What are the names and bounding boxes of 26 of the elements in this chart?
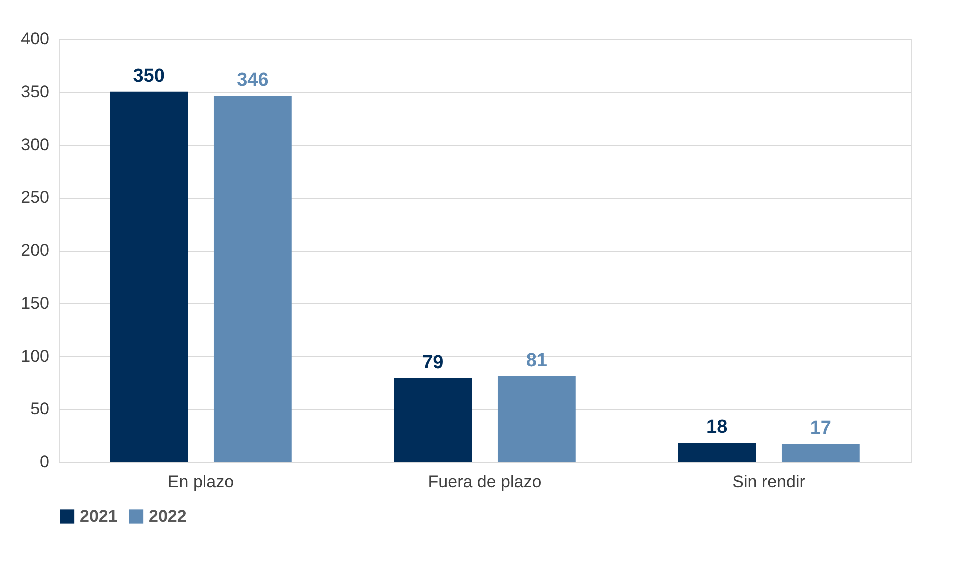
y-tick-label: 400: [21, 30, 50, 48]
y-tick-label: 0: [40, 452, 50, 472]
y-tick-label: 350: [21, 82, 50, 102]
data-label: 81: [526, 350, 548, 372]
legend-label: 2021: [80, 506, 118, 526]
y-tick-label: 200: [21, 241, 50, 260]
data-label: 79: [422, 352, 444, 374]
bar: [110, 92, 188, 462]
y-tick-label: 100: [21, 346, 50, 366]
data-label: 350: [133, 66, 165, 87]
y-tick-label: 50: [30, 400, 50, 419]
bar: [782, 444, 860, 462]
bar: [498, 376, 576, 462]
y-tick-label: 150: [21, 294, 50, 313]
bar: [678, 442, 756, 462]
y-tick-label: 300: [21, 135, 50, 154]
legend-label: 2022: [149, 506, 187, 526]
bar: [394, 378, 472, 462]
data-label: 17: [810, 418, 832, 440]
x-tick-label: En plazo: [168, 472, 234, 492]
x-tick-label: Fuera de plazo: [428, 472, 542, 492]
data-label: 18: [706, 416, 728, 438]
data-label: 346: [237, 70, 269, 92]
y-tick-label: 250: [21, 188, 50, 208]
x-tick-label: Sin rendir: [732, 472, 806, 492]
bar: [214, 96, 292, 462]
